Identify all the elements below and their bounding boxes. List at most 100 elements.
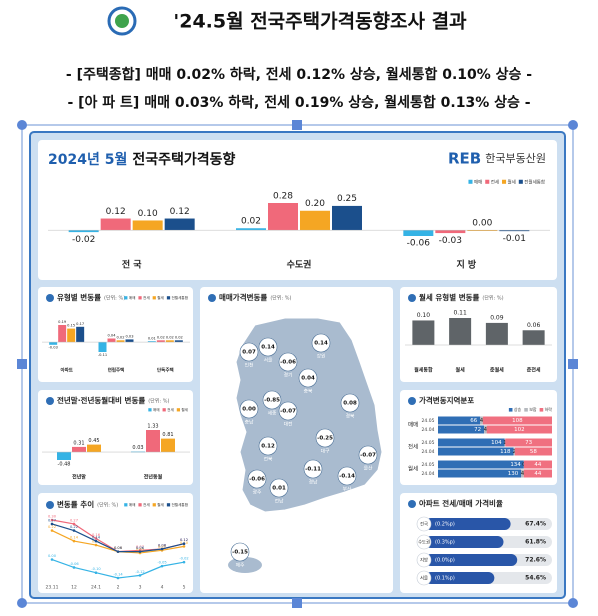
x-tick-label: 5 <box>183 585 186 591</box>
card-unit: (단위: %) <box>97 502 118 509</box>
region-name: 경남 <box>309 479 318 486</box>
bar <box>164 218 195 231</box>
korea-map <box>235 317 383 513</box>
category-badge <box>416 534 432 550</box>
period-label: 24.04 <box>422 471 435 477</box>
segment-label: 44 <box>534 471 541 477</box>
category-label: 전년동월 <box>144 474 163 481</box>
value-label: -0.01 <box>503 234 526 244</box>
region-name: 인천 <box>245 362 254 369</box>
segment-label: 72 <box>474 427 481 433</box>
region-name: 전북 <box>264 456 273 463</box>
segment <box>523 460 552 469</box>
change-label: (0.0%p) <box>435 558 455 564</box>
region-name: 전남 <box>275 498 284 505</box>
value-label: 0.11 <box>453 310 467 317</box>
legend-swatch <box>539 408 544 412</box>
x-tick-label: 3 <box>139 585 142 591</box>
category-label: 준월세 <box>490 367 504 374</box>
value-label: 0.06 <box>114 546 123 550</box>
group-label: 전세 <box>408 443 418 451</box>
bar <box>332 205 362 231</box>
legend-swatch <box>508 408 513 412</box>
value-label: 0.09 <box>490 315 504 322</box>
jeju-map <box>228 557 262 573</box>
card-title: 월세 유형별 변동률 <box>419 292 480 302</box>
segment <box>486 425 552 434</box>
segment <box>438 460 524 469</box>
bar <box>425 518 511 530</box>
bar <box>467 230 498 231</box>
group-label: 월세 <box>408 465 418 473</box>
logo-core <box>115 14 129 28</box>
card-title: 아파트 전세/매매 가격비율 <box>419 498 503 508</box>
legend-label: 전세 <box>143 502 150 507</box>
value-label: -0.06 <box>69 562 79 566</box>
region-value: -0.06 <box>280 360 296 366</box>
value-label: 0.22 <box>70 525 78 529</box>
region-name: 대구 <box>321 448 330 455</box>
segment <box>504 438 506 447</box>
value-label: 0.06 <box>114 546 123 550</box>
segment <box>438 447 514 456</box>
region-value: 0.14 <box>261 345 275 351</box>
region-value: -0.14 <box>339 474 355 480</box>
category-label: 연립주택 <box>108 367 125 374</box>
change-label: (0.2%p) <box>435 522 455 528</box>
legend-swatch <box>485 179 490 184</box>
legend-swatch <box>152 503 156 507</box>
category-label: 서울 <box>420 575 428 582</box>
main-title: 전국주택가격동향 <box>132 151 235 168</box>
page-title: '24.5월 전국주택가격동향조사 결과 <box>173 11 467 33</box>
card-icon <box>208 294 216 302</box>
region-name: 충북 <box>304 388 313 395</box>
value-label: 0.05 <box>136 547 144 551</box>
value-label: 0.03 <box>132 445 143 451</box>
segment-label: 44 <box>534 462 541 468</box>
value-label: 54.6% <box>525 575 546 582</box>
value-label: 61.8% <box>525 539 546 546</box>
bar <box>174 340 183 343</box>
value-label: 0.02 <box>116 335 124 339</box>
region-name: 제주 <box>236 562 245 569</box>
value-label: 0.02 <box>166 335 174 339</box>
segment-label: 4 <box>480 418 484 424</box>
legend-swatch <box>166 296 171 300</box>
value-label: 0.28 <box>273 191 293 201</box>
region-marker <box>258 436 278 456</box>
value-label: 0.12 <box>180 538 188 542</box>
point <box>50 522 54 526</box>
bar <box>300 210 330 231</box>
group-label: 매매 <box>408 421 418 429</box>
region-marker <box>239 342 259 362</box>
value-label: 0.06 <box>136 546 145 550</box>
bar <box>499 230 530 232</box>
value-label: 67.4% <box>525 521 546 528</box>
legend-label: 매매 <box>153 407 160 412</box>
card-icon <box>408 397 416 405</box>
legend-swatch <box>502 179 507 184</box>
region-name: 서울 <box>264 357 273 364</box>
bar <box>161 438 175 453</box>
segment <box>480 416 483 425</box>
bar <box>156 340 165 343</box>
card-icon <box>46 501 54 509</box>
legend-swatch <box>162 408 166 412</box>
legend-swatch <box>176 408 181 412</box>
region-marker <box>311 333 331 353</box>
legend-label: 보합 <box>529 406 537 412</box>
legend-label: 매매 <box>129 502 136 507</box>
bar <box>425 554 518 566</box>
card-icon <box>46 397 54 405</box>
handles <box>17 120 578 608</box>
brand-name: 한국부동산원 <box>485 152 546 165</box>
point <box>50 558 54 561</box>
point <box>94 537 98 540</box>
period-label: 24.05 <box>422 440 435 446</box>
point <box>116 576 120 580</box>
category-label: 전국 <box>420 521 428 528</box>
legend-label: 매매 <box>129 295 136 300</box>
region-value: 0.01 <box>272 486 286 492</box>
point <box>72 522 76 526</box>
bar <box>98 342 107 352</box>
